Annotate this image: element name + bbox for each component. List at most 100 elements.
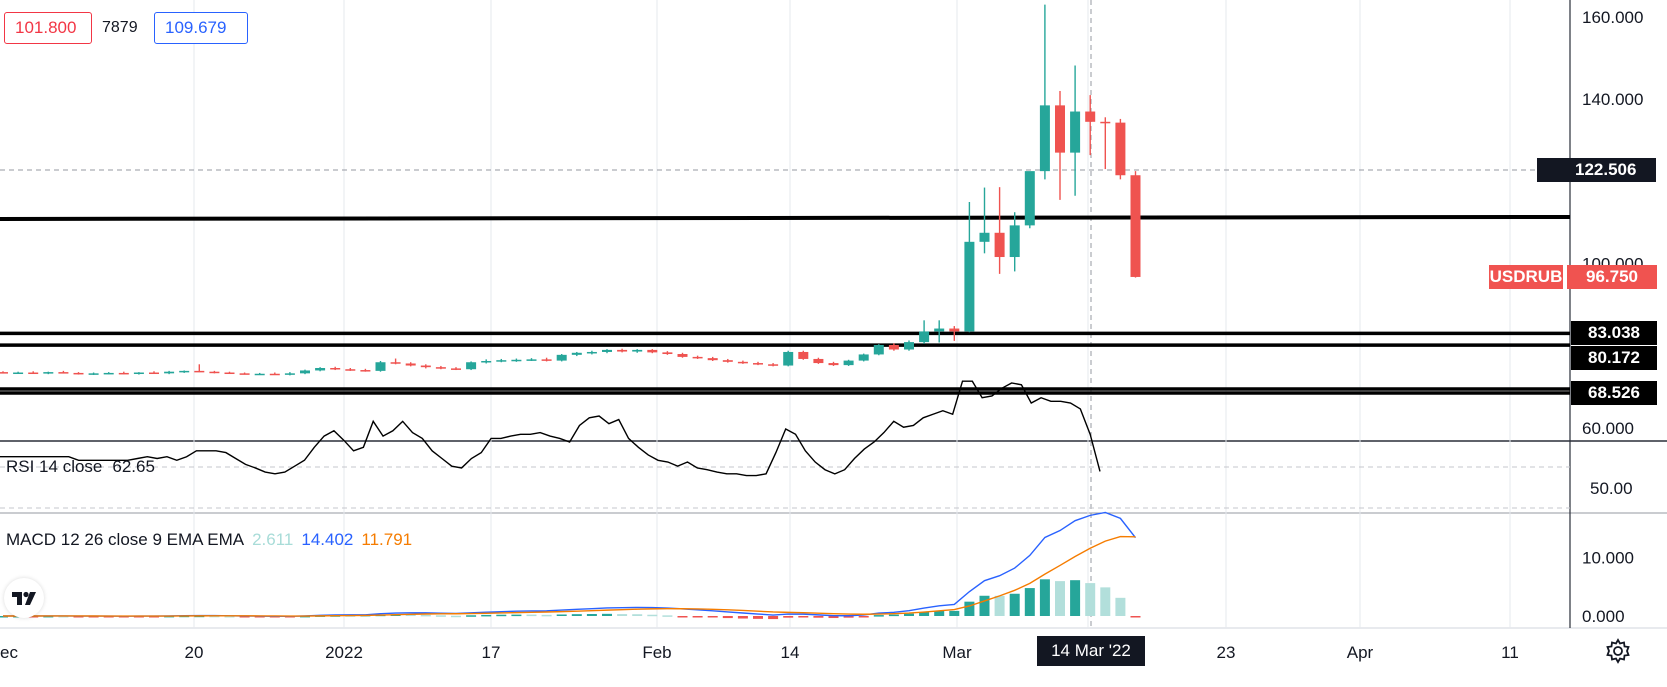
candle-body — [13, 372, 24, 375]
macd-histogram-bar — [632, 614, 643, 616]
candle — [315, 367, 326, 372]
candle-body — [1009, 225, 1020, 258]
macd-histogram-bar — [209, 615, 220, 618]
candle-body — [586, 351, 597, 354]
candle-body — [737, 361, 748, 364]
candle-body — [692, 356, 703, 359]
macd-histogram-bar — [677, 616, 688, 618]
candle — [1070, 65, 1081, 196]
candle — [209, 370, 220, 374]
candle-body — [164, 371, 175, 374]
macd-histogram-bar — [466, 615, 477, 617]
candle — [919, 320, 930, 344]
candle-body — [73, 372, 84, 375]
volume-value: 7879 — [102, 19, 138, 36]
candle-body — [103, 372, 114, 375]
time-axis-label: 23 — [1217, 643, 1236, 662]
macd-histogram-bar — [224, 615, 235, 618]
candle — [496, 358, 507, 363]
candle — [707, 356, 718, 362]
candle-body — [345, 369, 356, 371]
candle-body — [526, 359, 537, 361]
candle-body — [118, 372, 129, 375]
time-axis-label: ec — [0, 643, 18, 662]
candle — [783, 350, 794, 367]
macd-histogram-bar — [617, 614, 628, 616]
macd-line-value: 14.402 — [301, 530, 354, 549]
macd-histogram-bar — [451, 615, 461, 618]
gear-icon[interactable] — [1604, 637, 1632, 665]
macd-histogram-bar — [496, 614, 507, 617]
candle — [949, 326, 960, 341]
candle — [647, 349, 658, 354]
candle-body — [1130, 175, 1141, 277]
candle — [239, 372, 250, 375]
candle — [1024, 171, 1035, 229]
candle — [269, 372, 280, 376]
candle-body — [179, 370, 190, 373]
candle-body — [556, 354, 567, 361]
candle-body — [888, 344, 899, 350]
candle — [405, 362, 416, 367]
candle — [662, 351, 673, 355]
candle-body — [239, 373, 250, 375]
macd-histogram-bar — [783, 616, 794, 618]
rsi-legend[interactable]: RSI 14 close 62.65 — [6, 457, 155, 477]
candle — [632, 349, 643, 353]
macd-histogram-bar — [1009, 593, 1020, 616]
macd-histogram-bar — [737, 616, 748, 619]
candle-body — [254, 373, 265, 376]
candle — [73, 372, 84, 375]
macd-histogram-bar — [904, 613, 914, 616]
macd-histogram-bar — [662, 615, 673, 617]
macd-histogram-bar — [949, 610, 960, 616]
candle-body — [194, 370, 205, 373]
candle-body — [1085, 111, 1096, 122]
macd-histogram-bar — [1130, 616, 1141, 618]
candle-body — [798, 351, 809, 359]
horizontal-level-line — [0, 214, 1571, 221]
macd-histogram-bar — [979, 595, 990, 616]
level-label-2: 80.172 — [1571, 346, 1657, 370]
candle — [858, 353, 869, 362]
macd-histogram-bar — [1100, 587, 1111, 616]
candle — [737, 360, 748, 364]
candle-body — [1039, 105, 1050, 172]
macd-histogram-bar — [692, 616, 703, 618]
candle-body — [330, 367, 341, 370]
macd-histogram-bar — [43, 615, 54, 618]
candle-body — [284, 373, 295, 375]
level-label-3: 68.526 — [1571, 381, 1657, 405]
candle-body — [0, 372, 8, 374]
candle-body — [28, 372, 39, 375]
symbol-name-label: USDRUB — [1489, 265, 1563, 289]
time-axis-label: 2022 — [325, 643, 363, 662]
candle-body — [1115, 122, 1126, 176]
macd-histogram-bar — [526, 614, 537, 617]
candle — [677, 352, 688, 358]
candle — [375, 361, 386, 372]
macd-tick-label: 0.000 — [1582, 607, 1625, 626]
candle — [420, 364, 431, 369]
candle-body — [43, 372, 54, 374]
candle-body — [677, 354, 688, 357]
candle-body — [602, 349, 612, 352]
macd-histogram-bar — [571, 614, 582, 616]
candle-body — [994, 232, 1005, 258]
candle — [828, 361, 839, 366]
ohlc-low-box: 101.800 — [4, 12, 92, 44]
candle — [526, 358, 537, 362]
macd-label: MACD 12 26 close 9 EMA EMA — [6, 530, 245, 549]
candle — [133, 372, 144, 375]
candle-body — [466, 362, 477, 370]
tradingview-logo-icon[interactable] — [4, 578, 44, 618]
candle-body — [873, 344, 884, 355]
macd-histogram-bar — [707, 616, 718, 618]
macd-histogram-bar — [1085, 583, 1096, 616]
candle-body — [813, 358, 824, 364]
candle — [1085, 95, 1096, 156]
macd-histogram-bar — [888, 614, 899, 617]
macd-legend[interactable]: MACD 12 26 close 9 EMA EMA 2.611 14.402 11.… — [6, 530, 412, 550]
